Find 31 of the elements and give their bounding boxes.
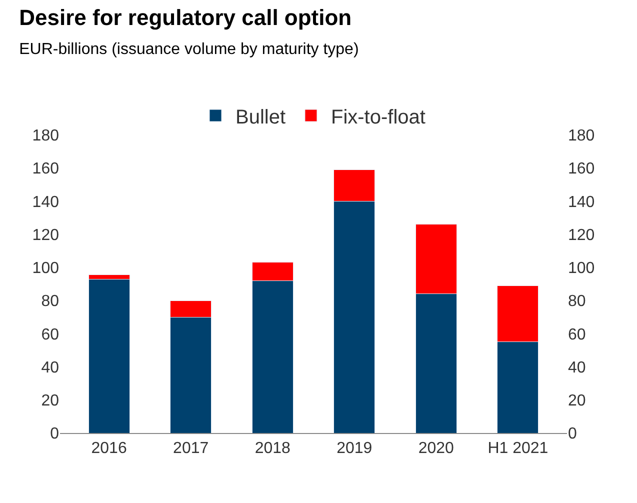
y-tick-label: 120 (32, 226, 60, 244)
y2-tick-label: 0 (568, 426, 577, 443)
y2-tick-label: 100 (568, 260, 595, 278)
y2-tick-label: 180 (568, 128, 595, 145)
y-tick-label: 100 (32, 260, 60, 278)
y-tick-label: 40 (41, 359, 60, 376)
y2-tick-label: 20 (568, 392, 586, 410)
y2-tick-label: 80 (568, 293, 586, 310)
y2-tick-label: 40 (568, 359, 586, 376)
bar (88, 278, 130, 433)
y2-tick-label: 120 (568, 226, 595, 244)
chart-subtitle: EUR-billions (issuance volume by maturity type) (19, 40, 359, 58)
y2-tick-label: 140 (568, 194, 595, 211)
y-tick-label: 180 (32, 128, 60, 145)
y-tick-label: 80 (41, 293, 60, 310)
x-tick-label: 2017 (173, 440, 209, 458)
x-tick-label: 2018 (254, 440, 291, 458)
y-tick-label: 20 (41, 392, 60, 410)
x-tick-label: H1 2021 (488, 440, 548, 458)
x-tick-label: 2016 (91, 440, 127, 458)
y2-tick-label: 160 (568, 160, 595, 178)
y-tick-label: 0 (50, 426, 60, 443)
y-tick-label: 160 (32, 160, 60, 178)
y-tick-label: 60 (41, 326, 60, 344)
legend-label: Fix-to-float (330, 106, 426, 128)
y2-tick-label: 60 (568, 326, 586, 344)
y-tick-label: 140 (32, 194, 60, 211)
chart-title: Desire for regulatory call option (19, 5, 352, 30)
x-tick-label: 2020 (418, 440, 454, 458)
x-tick-label: 2019 (336, 440, 372, 458)
legend-label: Bullet (236, 106, 286, 128)
